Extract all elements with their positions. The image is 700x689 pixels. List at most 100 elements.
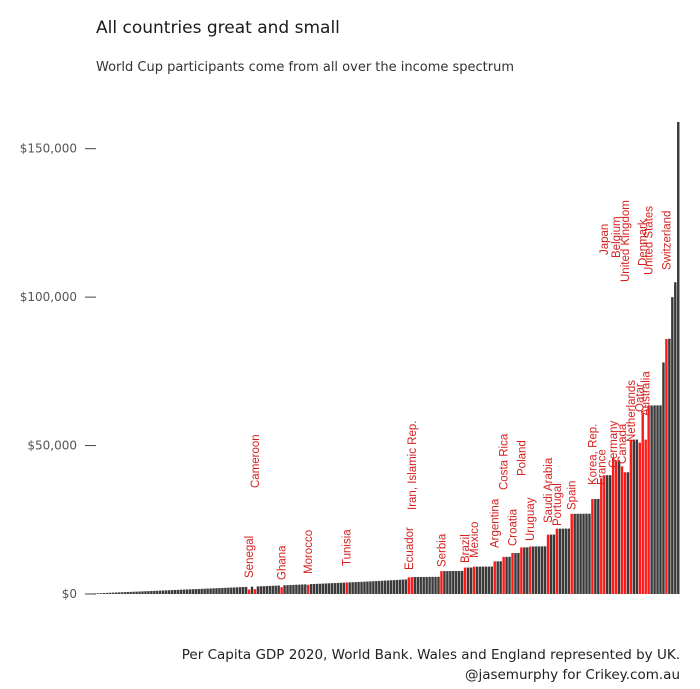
country-label: Australia [641,371,653,416]
bar [93,593,97,594]
bar [534,546,538,594]
bar [230,587,233,594]
bar [218,588,221,594]
bar-participant [665,338,668,594]
bar [375,581,378,594]
bar [416,577,419,594]
bar [274,585,277,594]
bar-participant [591,499,594,594]
bar [170,590,174,594]
bar-participant [611,457,615,594]
bar [321,583,325,594]
country-label: Mexico [469,522,481,558]
country-label: France [596,449,608,485]
bar-participant [614,460,618,594]
bar-participant [407,577,411,595]
bar [413,577,417,594]
bar [392,580,396,594]
bar [588,513,591,594]
bar [422,576,425,594]
bar-participant [463,567,467,594]
bar [460,570,464,594]
bar [650,405,653,594]
bar [197,588,200,594]
country-label: Argentina [490,498,502,548]
bar [487,566,491,594]
bar [404,579,408,594]
bar [336,582,340,594]
bar [153,590,156,594]
country-label: Morocco [303,530,315,574]
bar [573,513,576,594]
country-label: United States [644,206,656,275]
bar [236,587,239,594]
bar [144,591,147,594]
bar [582,513,585,594]
y-tick-label: $150,000 [20,142,77,156]
bar-participant [644,439,647,595]
bar-participant [493,561,496,594]
bar [88,593,91,595]
bar [310,584,313,594]
bar [301,584,304,594]
country-label: Iran, Islamic Rep. [407,421,419,510]
bar-participant [280,587,283,594]
bar [141,591,144,594]
bar [357,581,360,594]
bar [674,282,677,594]
bar [105,592,109,594]
bar [384,580,387,594]
country-label: Tunisia [342,529,354,566]
bar [401,579,405,594]
y-tick-label: $100,000 [20,290,77,304]
bar [304,584,307,594]
bar [156,590,159,594]
bar [526,547,529,594]
bar-participant [638,442,641,594]
bar [259,586,263,594]
country-label: Senegal [244,536,256,578]
bar [514,553,517,594]
country-label: Japan [599,224,611,255]
bar [496,561,499,594]
bar [656,405,659,594]
bar [532,546,535,594]
country-label: Saudi Arabia [543,457,555,523]
bar-participant [345,582,348,594]
chart-title: All countries great and small [96,18,340,38]
bar [117,592,121,594]
bar-participant [511,553,514,594]
bar [469,567,473,594]
bar [431,576,434,594]
bar [292,584,295,594]
bar [286,585,289,594]
bar-participant [623,472,627,594]
bar-participant [529,546,532,594]
bar [508,556,511,594]
bar [455,570,458,594]
y-axis: $0 $50,000 $100,000 $150,000 [20,142,96,601]
bar [378,580,381,594]
bar [576,513,579,594]
bar [668,338,671,594]
bar [540,546,544,594]
bar [191,589,195,594]
bar [215,588,218,594]
bar [677,121,680,594]
bar [428,576,431,594]
country-label: Poland [516,440,528,476]
bar [366,581,369,594]
bar [537,546,541,594]
bar [250,586,254,594]
country-label: Qatar [635,383,647,412]
bar [283,585,286,594]
bar [395,579,399,594]
bar [351,582,354,594]
bar-participant [502,556,505,594]
bar [594,498,597,594]
bar [150,590,153,594]
bar [96,593,100,594]
bar-participant [603,475,606,594]
bar [102,593,106,594]
y-tick-label: $50,000 [27,439,77,453]
